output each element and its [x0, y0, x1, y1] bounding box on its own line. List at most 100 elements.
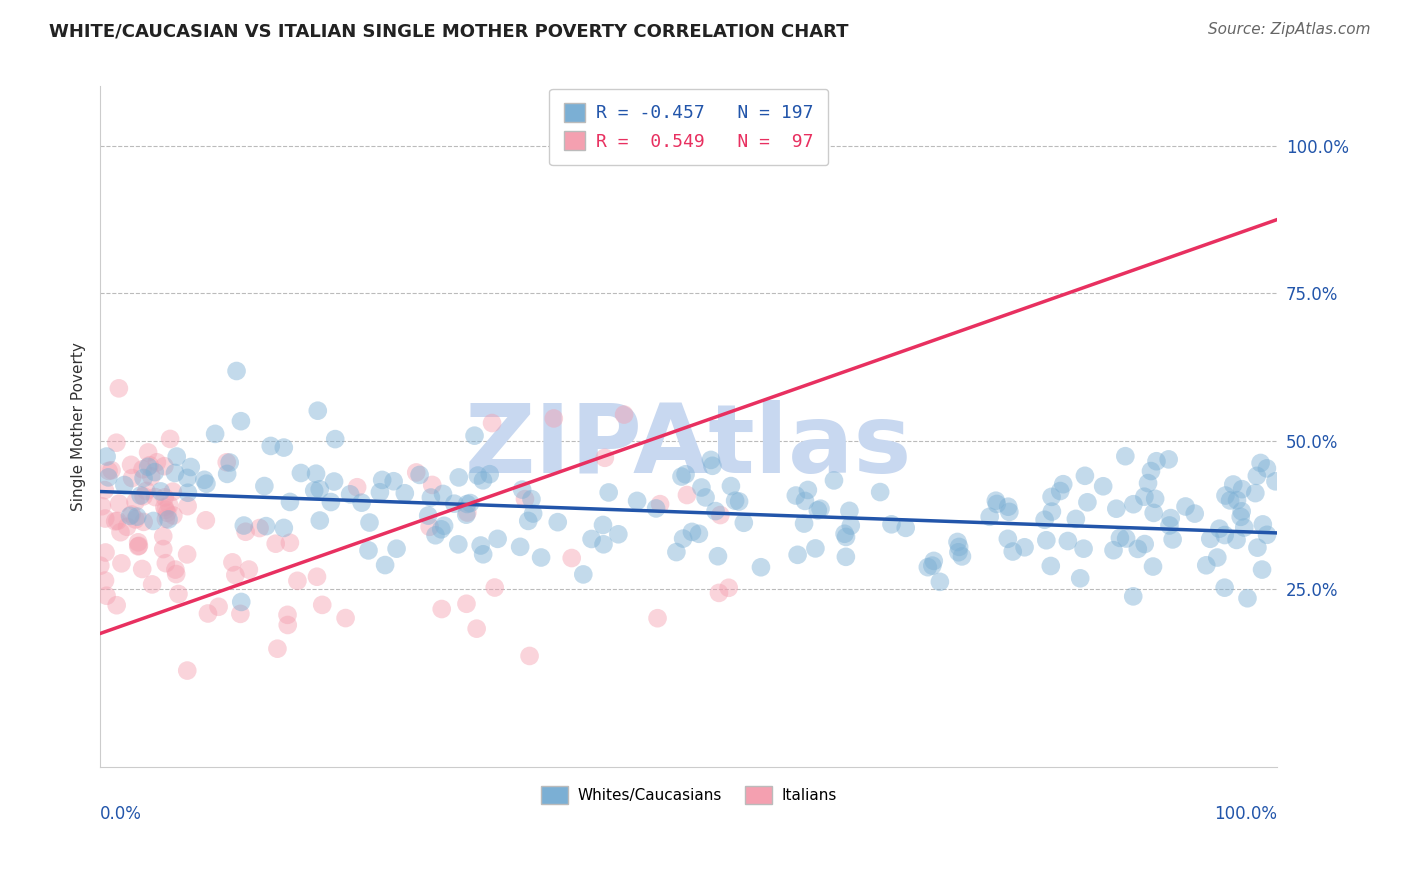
Point: [1244, 486, 1267, 500]
Point: [167, 587, 190, 601]
Point: [688, 526, 710, 541]
Point: [709, 508, 731, 522]
Point: [374, 558, 396, 572]
Point: [1137, 476, 1160, 491]
Point: [581, 532, 603, 546]
Point: [124, 512, 146, 526]
Point: [519, 648, 541, 663]
Point: [690, 481, 713, 495]
Point: [1256, 528, 1278, 542]
Point: [647, 611, 669, 625]
Point: [1246, 541, 1268, 555]
Point: [97, 464, 120, 478]
Point: [149, 484, 172, 499]
Point: [162, 484, 184, 499]
Point: [105, 599, 128, 613]
Point: [430, 602, 453, 616]
Point: [264, 537, 287, 551]
Point: [124, 494, 146, 508]
Point: [195, 476, 218, 491]
Point: [408, 467, 430, 482]
Point: [472, 547, 495, 561]
Point: [166, 450, 188, 464]
Point: [481, 416, 503, 430]
Point: [432, 487, 454, 501]
Point: [108, 497, 131, 511]
Point: [204, 426, 226, 441]
Point: [456, 508, 478, 522]
Point: [922, 554, 945, 568]
Point: [1040, 505, 1063, 519]
Point: [157, 498, 180, 512]
Point: [838, 504, 860, 518]
Point: [89, 558, 111, 573]
Point: [105, 435, 128, 450]
Point: [96, 589, 118, 603]
Point: [112, 478, 135, 492]
Point: [720, 479, 742, 493]
Point: [308, 514, 330, 528]
Point: [804, 541, 827, 556]
Point: [433, 518, 456, 533]
Point: [928, 574, 950, 589]
Point: [675, 467, 697, 482]
Legend: Whites/Caucasians, Italians: Whites/Caucasians, Italians: [534, 780, 844, 810]
Point: [1049, 483, 1071, 498]
Point: [94, 511, 117, 525]
Point: [1208, 522, 1230, 536]
Point: [319, 495, 342, 509]
Point: [357, 543, 380, 558]
Point: [839, 518, 862, 533]
Point: [107, 514, 129, 528]
Point: [308, 483, 330, 497]
Point: [231, 595, 253, 609]
Point: [287, 574, 309, 588]
Point: [443, 497, 465, 511]
Point: [1092, 479, 1115, 493]
Point: [1219, 493, 1241, 508]
Point: [146, 455, 169, 469]
Point: [217, 467, 239, 481]
Point: [382, 475, 405, 489]
Point: [1057, 534, 1080, 549]
Point: [120, 508, 142, 523]
Point: [728, 494, 751, 508]
Point: [153, 500, 176, 515]
Point: [176, 499, 198, 513]
Point: [834, 526, 856, 541]
Text: 0.0%: 0.0%: [100, 805, 142, 823]
Point: [598, 485, 620, 500]
Point: [948, 545, 970, 559]
Point: [350, 496, 373, 510]
Point: [665, 545, 688, 559]
Point: [1157, 452, 1180, 467]
Point: [749, 560, 772, 574]
Point: [1229, 509, 1251, 524]
Point: [1001, 544, 1024, 558]
Point: [456, 597, 478, 611]
Point: [419, 520, 441, 534]
Point: [94, 483, 117, 497]
Point: [671, 469, 693, 483]
Point: [810, 501, 832, 516]
Point: [1213, 581, 1236, 595]
Point: [467, 468, 489, 483]
Point: [702, 458, 724, 473]
Point: [305, 570, 328, 584]
Point: [530, 550, 553, 565]
Point: [143, 490, 166, 504]
Point: [104, 514, 127, 528]
Point: [155, 502, 177, 516]
Point: [155, 556, 177, 570]
Point: [1114, 449, 1136, 463]
Point: [672, 532, 695, 546]
Text: 100.0%: 100.0%: [1215, 805, 1278, 823]
Point: [176, 471, 198, 485]
Point: [921, 558, 943, 573]
Point: [138, 458, 160, 473]
Point: [1215, 489, 1237, 503]
Point: [127, 509, 149, 524]
Point: [371, 473, 394, 487]
Point: [572, 567, 595, 582]
Point: [486, 532, 509, 546]
